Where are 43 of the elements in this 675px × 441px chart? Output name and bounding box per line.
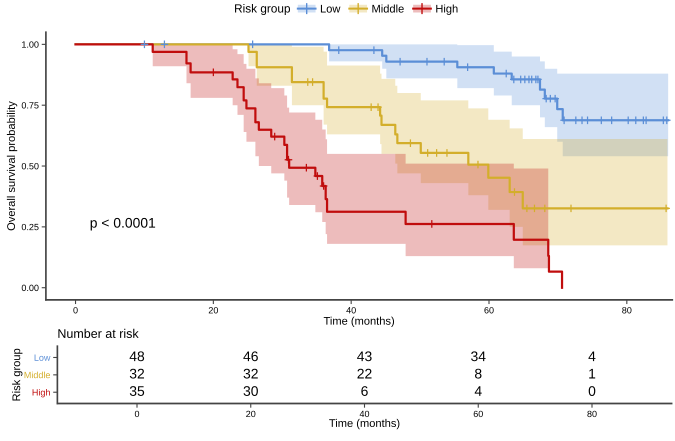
x-axis-title: Time (months) — [324, 316, 394, 327]
legend-title: Risk group — [235, 4, 290, 15]
x-tick-label: 20 — [246, 410, 256, 418]
x-tick-label: 20 — [208, 307, 218, 314]
x-tick-label: 0 — [134, 410, 140, 418]
chart-title: Number at risk — [58, 328, 139, 338]
legend-label: Low — [320, 4, 340, 13]
x-tick-label: 40 — [346, 307, 356, 314]
data-label: 35 — [130, 386, 144, 396]
y-tick-label: 1.00 — [22, 41, 39, 48]
x-tick-label: 0 — [73, 307, 78, 314]
data-label: 4 — [588, 352, 596, 362]
y-axis-title: Overall survival probability — [6, 101, 18, 230]
y-tick-label: 0.50 — [22, 163, 39, 170]
data-label: 46 — [243, 351, 258, 362]
x-tick-label: 40 — [360, 410, 370, 418]
data-label: 32 — [244, 368, 258, 379]
data-label: 0 — [588, 386, 596, 396]
legend-label: High — [436, 4, 458, 15]
data-label: 43 — [357, 351, 372, 362]
y-tick-label: 0.25 — [22, 224, 39, 230]
data-label: 8 — [474, 368, 482, 379]
x-axis-title: Time (months) — [329, 418, 400, 430]
annotation: p < 0.0001 — [90, 218, 156, 230]
y-tick-label: 0.75 — [22, 102, 39, 109]
data-label: 6 — [361, 386, 368, 396]
y-tick-label: Middle — [24, 372, 50, 378]
y-tick-label: 0.00 — [22, 284, 39, 292]
data-label: 4 — [474, 386, 482, 396]
data-label: 22 — [357, 368, 372, 378]
data-label: 30 — [244, 386, 258, 396]
legend-label: Middle — [372, 4, 404, 13]
data-label: 34 — [471, 351, 486, 362]
y-axis-title: Risk group — [12, 348, 22, 400]
data-label: 48 — [130, 351, 144, 362]
x-tick-label: 80 — [622, 307, 632, 314]
x-tick-label: 60 — [474, 410, 483, 418]
data-label: 32 — [130, 368, 144, 379]
data-label: 1 — [589, 368, 596, 378]
x-tick-label: 80 — [587, 410, 597, 418]
y-tick-label: High — [32, 388, 50, 398]
x-tick-label: 60 — [484, 307, 494, 314]
y-tick-label: Low — [34, 354, 50, 361]
